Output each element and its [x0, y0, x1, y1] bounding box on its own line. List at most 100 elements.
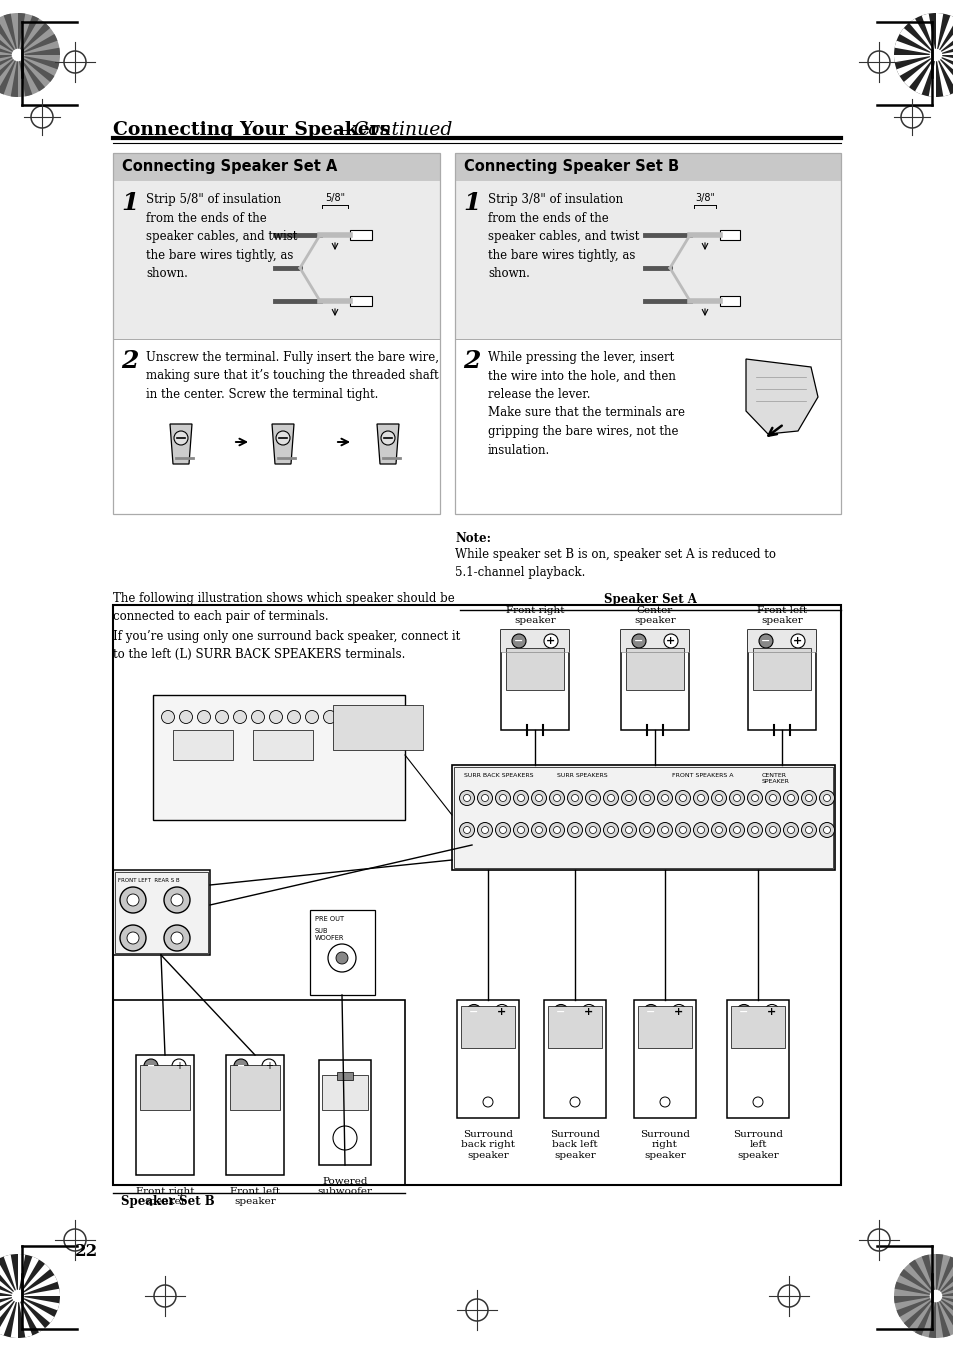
Bar — [455, 153, 841, 513]
Circle shape — [275, 431, 290, 444]
Circle shape — [553, 1005, 568, 1020]
Text: +: + — [497, 1006, 506, 1017]
Circle shape — [659, 1097, 669, 1106]
Circle shape — [639, 823, 654, 838]
Circle shape — [287, 711, 300, 724]
Bar — [500, 630, 568, 653]
Circle shape — [625, 794, 632, 801]
Circle shape — [513, 823, 528, 838]
Circle shape — [499, 827, 506, 834]
Circle shape — [481, 827, 488, 834]
Circle shape — [463, 794, 470, 801]
Bar — [112, 870, 210, 955]
Circle shape — [481, 794, 488, 801]
Circle shape — [643, 1005, 658, 1020]
Wedge shape — [18, 1263, 51, 1296]
Wedge shape — [0, 1296, 18, 1304]
Bar — [505, 648, 563, 690]
Wedge shape — [935, 47, 953, 55]
Circle shape — [671, 1005, 686, 1020]
Circle shape — [751, 794, 758, 801]
Wedge shape — [18, 1296, 45, 1332]
Circle shape — [535, 794, 542, 801]
Wedge shape — [902, 55, 935, 88]
Text: −: − — [760, 636, 770, 646]
Circle shape — [804, 827, 812, 834]
Bar — [452, 765, 834, 870]
Text: Note:: Note: — [455, 532, 491, 544]
Bar — [730, 1006, 784, 1048]
Wedge shape — [18, 55, 54, 82]
Circle shape — [759, 634, 772, 648]
Text: Speaker Set A: Speaker Set A — [603, 593, 697, 607]
Circle shape — [657, 823, 672, 838]
Circle shape — [459, 823, 474, 838]
Circle shape — [466, 1005, 481, 1020]
Circle shape — [620, 823, 636, 838]
Bar — [230, 1065, 280, 1111]
Circle shape — [517, 794, 524, 801]
Text: PRE OUT: PRE OUT — [314, 916, 344, 921]
Circle shape — [517, 827, 524, 834]
Wedge shape — [18, 23, 51, 55]
Wedge shape — [18, 1254, 26, 1296]
Bar — [455, 181, 841, 339]
Wedge shape — [935, 23, 953, 55]
Bar — [112, 181, 439, 339]
Circle shape — [607, 827, 614, 834]
Bar — [620, 630, 688, 653]
Circle shape — [120, 925, 146, 951]
Text: Strip 5/8" of insulation
from the ends of the
speaker cables, and twist
the bare: Strip 5/8" of insulation from the ends o… — [146, 193, 297, 280]
Wedge shape — [908, 19, 935, 55]
Circle shape — [715, 827, 721, 834]
Wedge shape — [18, 1296, 54, 1323]
Bar — [115, 871, 208, 952]
Circle shape — [333, 1125, 356, 1150]
Bar — [112, 605, 841, 1185]
Wedge shape — [18, 1256, 39, 1296]
Wedge shape — [0, 19, 18, 55]
Text: 22: 22 — [75, 1243, 98, 1260]
Bar — [350, 296, 372, 305]
Wedge shape — [0, 1296, 18, 1317]
Text: FRONT LEFT  REAR S B: FRONT LEFT REAR S B — [118, 878, 179, 884]
Wedge shape — [4, 14, 18, 55]
Circle shape — [893, 1254, 953, 1337]
Circle shape — [233, 1059, 248, 1073]
Wedge shape — [921, 1255, 935, 1296]
Circle shape — [359, 711, 372, 724]
Circle shape — [459, 790, 474, 805]
Circle shape — [764, 790, 780, 805]
Text: +: + — [674, 1006, 683, 1017]
Text: +: + — [666, 636, 675, 646]
Bar — [140, 1065, 190, 1111]
Text: Unscrew the terminal. Fully insert the bare wire,
making sure that it’s touching: Unscrew the terminal. Fully insert the b… — [146, 351, 438, 401]
Wedge shape — [935, 1254, 943, 1296]
Bar — [136, 1055, 193, 1175]
Circle shape — [341, 711, 355, 724]
Text: 1: 1 — [121, 190, 138, 215]
Text: Surround
left
speaker: Surround left speaker — [732, 1129, 782, 1159]
Circle shape — [535, 827, 542, 834]
Circle shape — [693, 790, 708, 805]
Circle shape — [660, 794, 668, 801]
Bar — [333, 705, 422, 750]
Wedge shape — [0, 1269, 18, 1296]
Text: CENTER
SPEAKER: CENTER SPEAKER — [761, 773, 789, 784]
Circle shape — [804, 794, 812, 801]
Circle shape — [679, 794, 686, 801]
Wedge shape — [921, 14, 935, 55]
Text: 3/8": 3/8" — [695, 193, 714, 203]
Text: −: − — [556, 1006, 565, 1017]
Circle shape — [569, 1097, 579, 1106]
Wedge shape — [935, 55, 949, 96]
Circle shape — [790, 634, 804, 648]
Text: —Continued: —Continued — [335, 122, 452, 139]
Bar — [456, 1000, 518, 1119]
Circle shape — [512, 634, 525, 648]
Text: −: − — [236, 1061, 245, 1071]
Circle shape — [929, 1290, 942, 1302]
Circle shape — [822, 794, 830, 801]
Circle shape — [693, 823, 708, 838]
Bar — [112, 153, 439, 181]
